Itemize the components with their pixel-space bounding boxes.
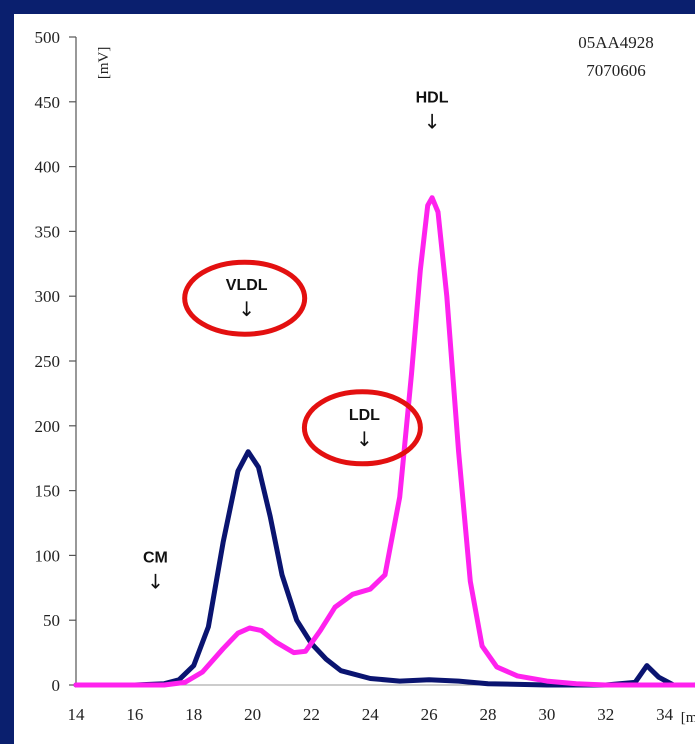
annotation-label-ldl: LDL bbox=[349, 407, 380, 424]
annotation-layer: HDL ↓ VLDL ↓ LDL ↓ CM ↓ bbox=[143, 89, 449, 593]
highlight-circle-vldl bbox=[182, 259, 308, 337]
y-tick-label: 300 bbox=[35, 287, 61, 306]
annotation-label-hdl: HDL bbox=[416, 89, 449, 106]
y-axis-ticks: 0 50 100 150 200 250 300 350 400 450 500 bbox=[35, 28, 76, 695]
x-tick-label: 26 bbox=[421, 705, 438, 724]
annotation-hdl: HDL ↓ bbox=[416, 89, 449, 133]
annotation-label-cm: CM bbox=[143, 549, 168, 566]
y-tick-label: 500 bbox=[35, 28, 61, 47]
x-axis-ticks: 14 16 18 20 22 24 26 28 30 32 34 bbox=[68, 705, 674, 724]
down-arrow-icon: ↓ bbox=[356, 427, 373, 451]
x-tick-label: 34 bbox=[656, 705, 674, 724]
x-tick-label: 32 bbox=[597, 705, 614, 724]
y-tick-label: 250 bbox=[35, 352, 61, 371]
y-tick-label: 0 bbox=[52, 676, 61, 695]
annotation-ldl: LDL ↓ bbox=[301, 389, 423, 467]
series-line-2 bbox=[73, 195, 695, 688]
y-tick-label: 350 bbox=[35, 222, 61, 241]
x-axis-label: [min] bbox=[681, 710, 695, 726]
y-tick-label: 400 bbox=[35, 158, 61, 177]
annotation-label-vldl: VLDL bbox=[226, 277, 268, 294]
y-tick-label: 100 bbox=[35, 546, 61, 565]
y-tick-label: 150 bbox=[35, 482, 61, 501]
y-tick-label: 200 bbox=[35, 417, 61, 436]
down-arrow-icon: ↓ bbox=[238, 297, 255, 321]
x-tick-label: 18 bbox=[185, 705, 202, 724]
down-arrow-icon: ↓ bbox=[147, 569, 164, 593]
y-tick-label: 450 bbox=[35, 93, 61, 112]
highlight-circle-ldl bbox=[301, 389, 423, 467]
y-tick-label: 50 bbox=[43, 611, 60, 630]
x-tick-label: 28 bbox=[480, 705, 497, 724]
chart-frame: 0 50 100 150 200 250 300 350 400 450 500 14 16 18 20 2… bbox=[14, 14, 695, 744]
x-tick-label: 16 bbox=[126, 705, 143, 724]
y-axis-label: [mV] bbox=[96, 47, 112, 80]
chromatogram-chart: 0 50 100 150 200 250 300 350 400 450 500 14 16 18 20 2… bbox=[35, 28, 695, 726]
sample-id: 05AA4928 7070606 bbox=[578, 33, 654, 80]
x-tick-label: 30 bbox=[538, 705, 555, 724]
sample-id-line-1: 05AA4928 bbox=[578, 33, 654, 52]
x-tick-label: 14 bbox=[68, 705, 86, 724]
annotation-cm: CM ↓ bbox=[143, 549, 168, 593]
x-tick-label: 20 bbox=[244, 705, 261, 724]
x-tick-label: 22 bbox=[303, 705, 320, 724]
down-arrow-icon: ↓ bbox=[424, 109, 441, 133]
sample-id-line-2: 7070606 bbox=[586, 61, 646, 80]
annotation-vldl: VLDL ↓ bbox=[182, 259, 308, 337]
axes bbox=[75, 37, 694, 686]
x-tick-label: 24 bbox=[362, 705, 380, 724]
series-layer bbox=[73, 195, 695, 688]
